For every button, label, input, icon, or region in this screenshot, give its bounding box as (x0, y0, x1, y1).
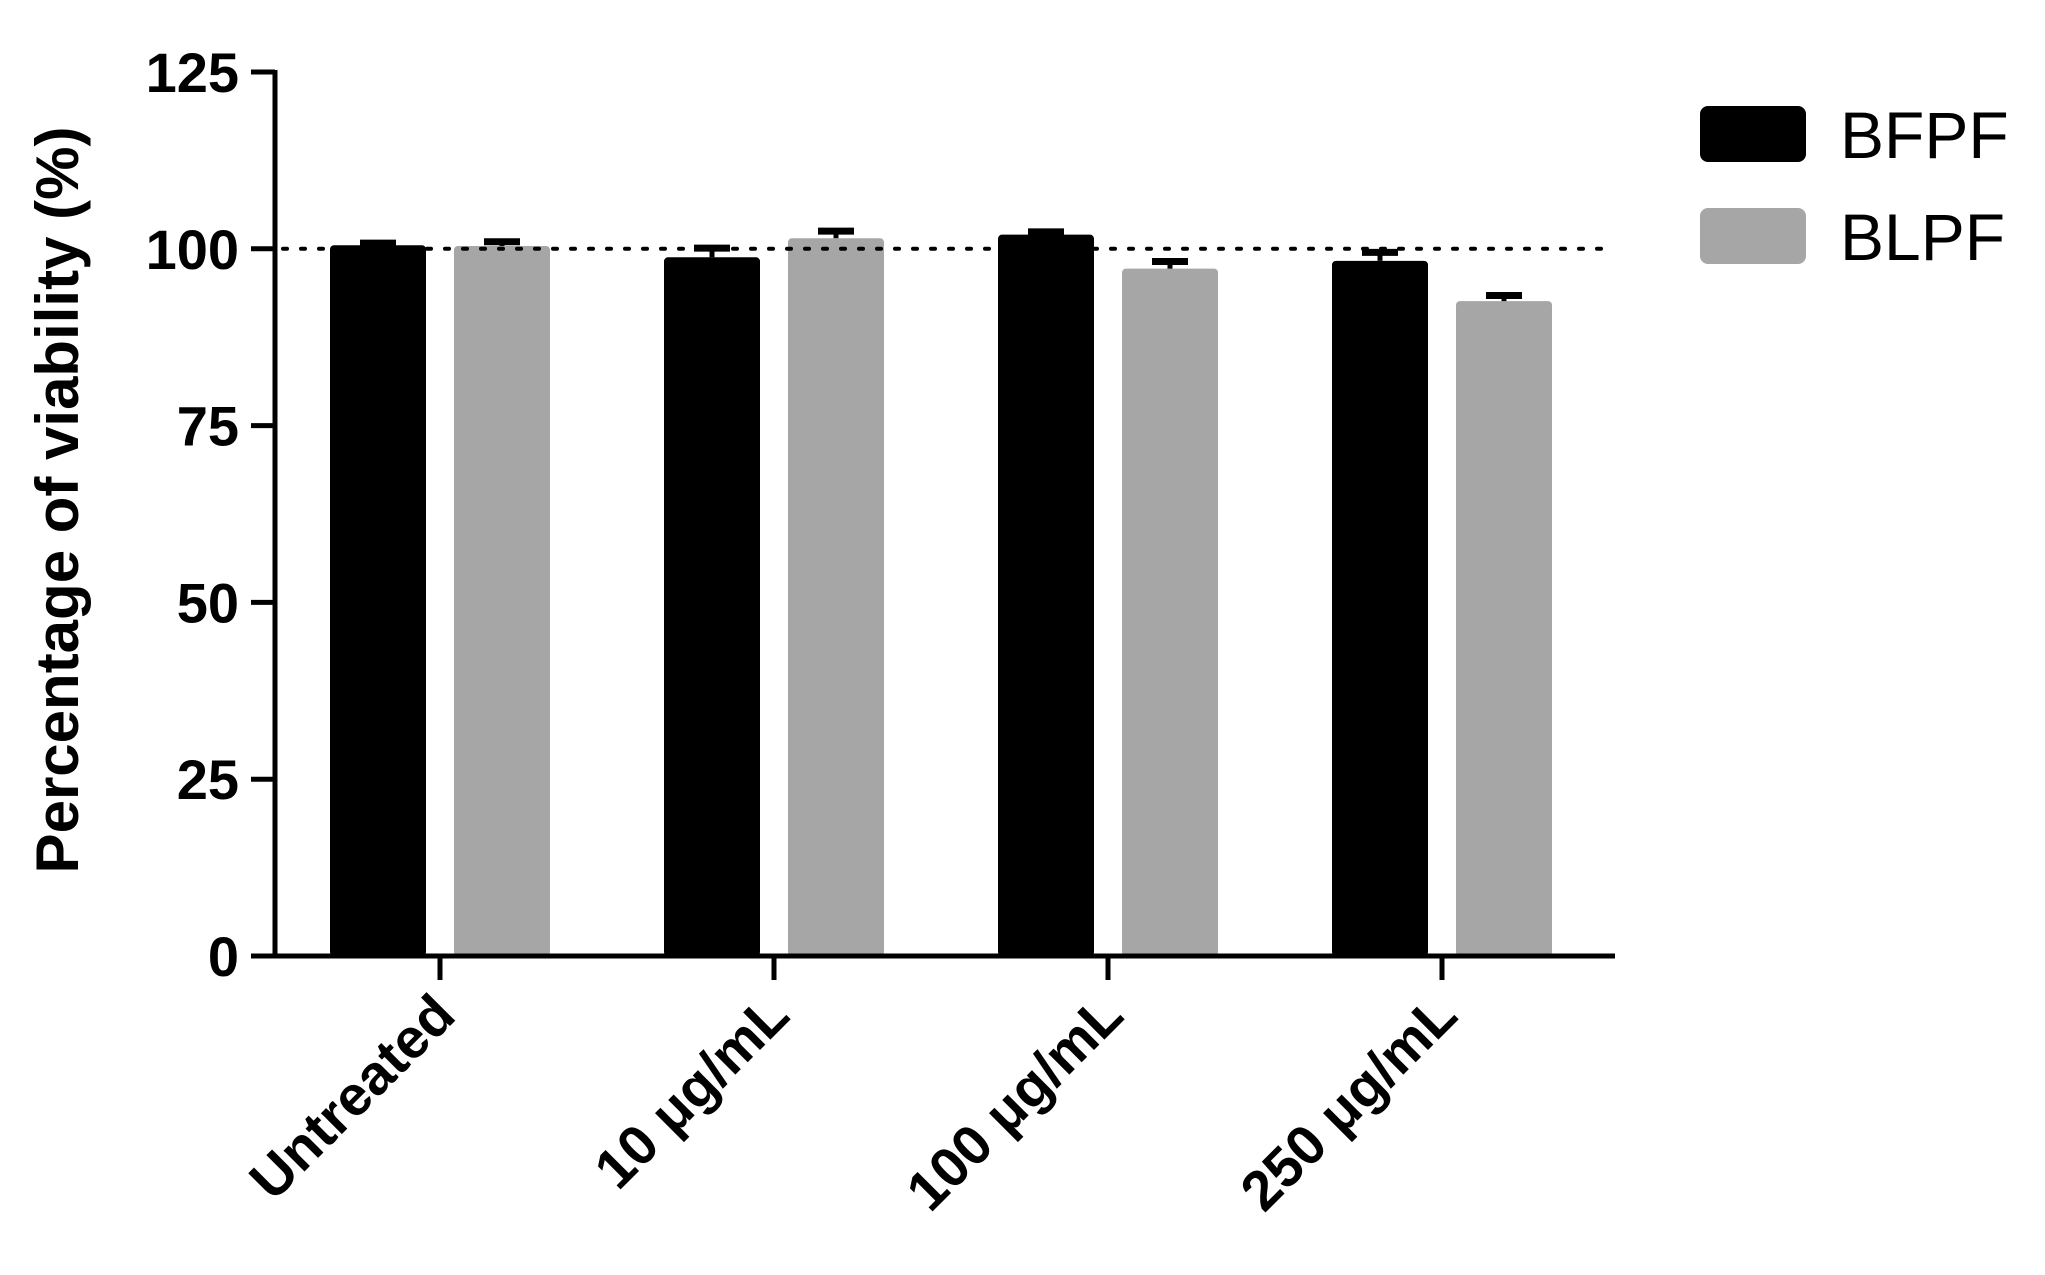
legend-label-bfpf: BFPF (1840, 98, 2009, 172)
bar-bfpf-0 (330, 245, 426, 956)
legend: BFPF BLPF (1700, 98, 2009, 274)
bar-bfpf-3 (1332, 260, 1428, 956)
x-ticks-layer: Untreated 10 μg/mL 100 μg/mL 250 μg/mL (237, 956, 1468, 1222)
bar-blpf-1 (788, 238, 884, 956)
y-tick-label-5: 125 (146, 41, 239, 104)
x-category-label-2: 100 μg/mL (894, 982, 1134, 1222)
x-category-label-1: 10 μg/mL (582, 982, 800, 1200)
error-bars-layer (360, 227, 1522, 302)
y-axis-title: Percentage of viability (%) (24, 127, 91, 874)
axes-layer (251, 70, 1615, 959)
bar-blpf-2 (1122, 268, 1218, 957)
legend-swatch-blpf (1700, 208, 1806, 264)
y-tick-label-3: 75 (177, 395, 239, 458)
y-tick-label-1: 25 (177, 748, 239, 811)
x-category-label-3: 250 μg/mL (1228, 982, 1468, 1222)
legend-label-blpf: BLPF (1840, 200, 2005, 274)
y-tick-label-2: 50 (177, 571, 239, 634)
legend-swatch-bfpf (1700, 106, 1806, 162)
bar-bfpf-2 (998, 234, 1094, 956)
bar-blpf-3 (1456, 301, 1552, 956)
y-tick-label-4: 100 (146, 218, 239, 281)
y-tick-label-0: 0 (208, 925, 239, 988)
bar-blpf-0 (454, 245, 550, 957)
bars-layer (330, 234, 1552, 957)
y-ticks-layer: 0 25 50 75 100 125 (146, 41, 275, 988)
x-category-label-0: Untreated (237, 982, 466, 1211)
bar-bfpf-1 (664, 257, 760, 957)
